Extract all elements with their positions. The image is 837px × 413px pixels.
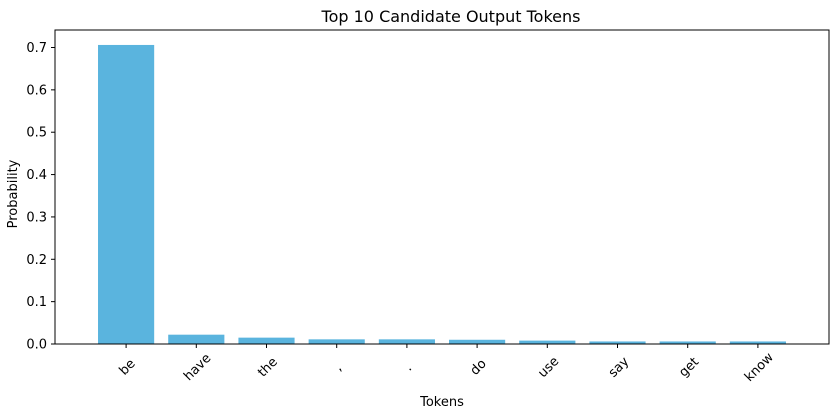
x-tick-label: say: [606, 354, 633, 381]
y-axis-ticks: 0.0 0.1 0.2 0.3 0.4 0.5 0.6 0.7: [26, 41, 55, 353]
x-tick-label: ,: [331, 361, 345, 375]
plot-frame: [54, 29, 830, 345]
chart-title: Top 10 Candidate Output Tokens: [321, 7, 581, 26]
bars: [98, 44, 786, 344]
bar-3: [238, 337, 295, 344]
bar-9: [659, 341, 716, 344]
y-tick-label: 0.2: [26, 253, 47, 268]
x-tick-label: use: [535, 354, 562, 381]
bar-2: [168, 334, 225, 344]
y-tick-label: 0.6: [26, 83, 47, 98]
x-axis-label: Tokens: [419, 395, 464, 410]
x-tick-label: .: [402, 361, 416, 375]
bar-4: [308, 339, 365, 344]
x-axis-ticks: be have the,. do use say get know: [117, 344, 777, 385]
bar-7: [519, 340, 576, 344]
y-axis-label: Probability: [6, 159, 21, 228]
bar-8: [589, 341, 646, 344]
bar-6: [449, 339, 506, 344]
x-tick-label: the: [255, 355, 281, 381]
y-tick-label: 0.5: [26, 126, 47, 141]
x-tick-label: do: [468, 356, 490, 378]
x-tick-label: be: [117, 356, 139, 378]
bar-1: [98, 44, 155, 344]
x-tick-label: have: [181, 351, 214, 384]
bar-10: [729, 341, 786, 344]
y-tick-label: 0.1: [26, 295, 47, 310]
x-tick-label: get: [676, 355, 702, 381]
y-tick-label: 0.7: [26, 41, 47, 56]
x-tick-label: know: [742, 350, 777, 385]
y-tick-label: 0.3: [26, 210, 47, 225]
y-tick-label: 0.0: [26, 338, 47, 353]
bar-5: [378, 339, 435, 344]
y-tick-label: 0.4: [26, 168, 47, 183]
